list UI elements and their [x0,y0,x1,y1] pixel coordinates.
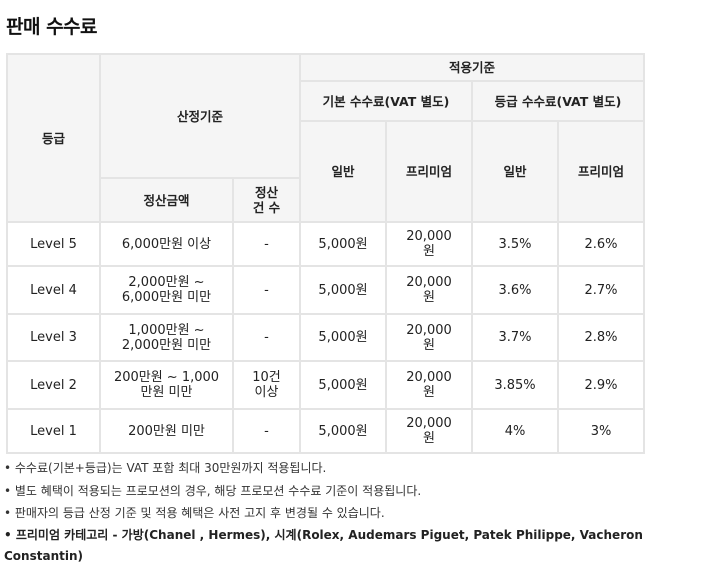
header-grade: 등급 [6,53,101,223]
page-title: 판매 수수료 [6,16,98,38]
base-general-cell: 5,000원 [299,360,388,410]
count-line1: - [264,236,269,252]
header-count: 정산 건 수 [231,177,302,223]
note-item: • 별도 혜택이 적용되는 프로모션의 경우, 해당 프로모션 수수료 기준이 … [4,483,422,498]
count-cell: - [231,408,302,454]
grade-premium-cell: 2.7% [557,265,646,315]
base-general-cell: 5,000원 [299,408,388,454]
grade-general-cell: 3.6% [471,265,560,315]
base-premium-line1: 20,000 [406,416,452,431]
header-base-general: 일반 [299,120,388,223]
base-premium-line2: 원 [423,290,435,305]
base-premium-line2: 원 [423,244,435,259]
premium-category-note: • 프리미엄 카테고리 - 가방(Chanel , Hermes), 시계(Ro… [4,527,643,563]
level-cell: Level 3 [6,313,101,362]
amount-cell: 6,000만원 이상 [99,221,234,267]
amount-line2: 2,000만원 미만 [121,337,212,353]
count-line1: 10건 [252,370,281,385]
header-criteria: 산정기준 [98,53,302,179]
header-grade-premium: 프리미엄 [557,120,646,223]
fee-table: 등급 산정기준 적용기준 기본 수수료(VAT 별도) 등급 수수료(VAT 별… [6,53,646,454]
grade-general-cell: 4% [471,408,560,454]
count-cell: - [231,265,302,315]
grade-premium-cell: 2.9% [557,360,646,410]
table-row: Level 5 6,000만원 이상 - 5,000원 20,000 원 3.5%… [6,221,646,267]
amount-line1: 6,000만원 이상 [121,236,212,252]
table-row: Level 4 2,000만원 ~6,000만원 미만 - 5,000원 20,… [6,265,646,315]
base-premium-cell: 20,000 원 [385,313,474,362]
amount-line1: 200만원 미만 [128,423,205,439]
grade-general-cell: 3.7% [471,313,560,362]
amount-cell: 200만원 ~ 1,000 만원 미만 [99,360,234,410]
header-grade-fee: 등급 수수료(VAT 별도) [471,80,646,122]
amount-line1: 200만원 ~ 1,000 [113,370,220,385]
header-count-line1: 정산 [255,185,279,200]
grade-premium-cell: 2.8% [557,313,646,362]
base-premium-line1: 20,000 [406,275,452,290]
count-line1: - [264,330,269,345]
header-base-premium: 프리미엄 [385,120,474,223]
base-premium-line2: 원 [423,337,435,353]
count-line2: 이상 [254,385,279,400]
level-cell: Level 1 [6,408,101,454]
header-amount: 정산금액 [99,177,234,223]
amount-cell: 2,000만원 ~6,000만원 미만 [99,265,234,315]
count-line1: - [264,282,269,298]
amount-cell: 1,000만원 ~2,000만원 미만 [99,313,234,362]
notes: • 수수료(기본+등급)는 VAT 포함 최대 30만원까지 적용됩니다. • … [4,457,694,567]
table-row: Level 3 1,000만원 ~2,000만원 미만 - 5,000원 20,… [6,313,646,362]
base-premium-line2: 원 [423,431,435,446]
base-premium-cell: 20,000 원 [385,360,474,410]
amount-line2: 만원 미만 [140,385,193,400]
level-cell: Level 2 [6,360,101,410]
amount-cell: 200만원 미만 [99,408,234,454]
count-cell: - [231,221,302,267]
base-general-cell: 5,000원 [299,313,388,362]
count-cell: 10건 이상 [231,360,302,410]
count-line1: - [264,423,269,439]
grade-premium-cell: 2.6% [557,221,646,267]
count-cell: - [231,313,302,362]
base-general-cell: 5,000원 [299,221,388,267]
header-applied: 적용기준 [299,53,646,82]
base-premium-cell: 20,000 원 [385,408,474,454]
level-cell: Level 4 [6,265,101,315]
header-grade-general: 일반 [471,120,560,223]
table-row: Level 1 200만원 미만 - 5,000원 20,000 원 4% 3% [6,408,646,454]
amount-line1: 2,000만원 ~ [128,275,205,290]
header-base-fee: 기본 수수료(VAT 별도) [299,80,474,122]
base-premium-line2: 원 [423,385,435,400]
table-row: Level 2 200만원 ~ 1,000 만원 미만 10건 이상 5,000원 … [6,360,646,410]
grade-premium-cell: 3% [557,408,646,454]
base-general-cell: 5,000원 [299,265,388,315]
grade-general-cell: 3.85% [471,360,560,410]
base-premium-cell: 20,000 원 [385,221,474,267]
base-premium-line1: 20,000 [406,322,452,338]
header-count-line2: 건 수 [252,200,281,215]
base-premium-cell: 20,000 원 [385,265,474,315]
grade-general-cell: 3.5% [471,221,560,267]
note-item: • 수수료(기본+등급)는 VAT 포함 최대 30만원까지 적용됩니다. [4,461,327,475]
base-premium-line1: 20,000 [406,370,452,385]
amount-line2: 6,000만원 미만 [121,290,212,305]
base-premium-line1: 20,000 [406,229,452,244]
level-cell: Level 5 [6,221,101,267]
amount-line1: 1,000만원 ~ [128,322,205,338]
note-item: • 판매자의 등급 산정 기준 및 적용 혜택은 사전 고지 후 변경될 수 있… [4,506,385,520]
